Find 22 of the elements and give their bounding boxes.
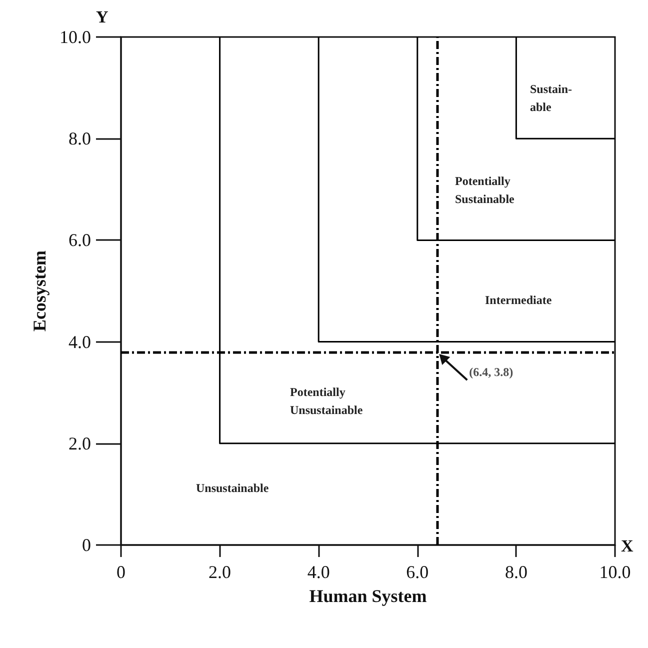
text: X bbox=[621, 536, 634, 556]
annotation: Potentially Unsustainable bbox=[290, 385, 364, 417]
x-tick-label: 6.0 bbox=[406, 562, 429, 582]
annotation: Unsustainable bbox=[196, 481, 270, 495]
x-tick-label: 10.0 bbox=[599, 562, 631, 582]
y-tick-label: 0 bbox=[82, 535, 91, 555]
y-tick-label: 8.0 bbox=[68, 128, 91, 149]
x-tick-label: 4.0 bbox=[307, 562, 330, 582]
annotation: (6.4, 3.8) bbox=[469, 364, 514, 379]
y-tick-label: 6.0 bbox=[68, 230, 91, 250]
y-tick-label: 10.0 bbox=[60, 27, 91, 47]
y-tick-label: 2.0 bbox=[68, 433, 91, 454]
annotation: Potentially Sustainable bbox=[455, 174, 516, 206]
x-tick-label: 0 bbox=[116, 562, 126, 582]
x-tick-label: 2.0 bbox=[208, 562, 232, 582]
x-tick-label: 8.0 bbox=[504, 562, 528, 582]
x-axis-title: Human System bbox=[309, 586, 427, 606]
annotation: Sustain- able bbox=[530, 82, 572, 114]
text: Y bbox=[96, 8, 108, 26]
y-tick-label: 4.0 bbox=[68, 332, 91, 352]
y-axis-title: Ecosystem bbox=[30, 250, 50, 332]
annotation: Intermediate bbox=[485, 293, 552, 307]
